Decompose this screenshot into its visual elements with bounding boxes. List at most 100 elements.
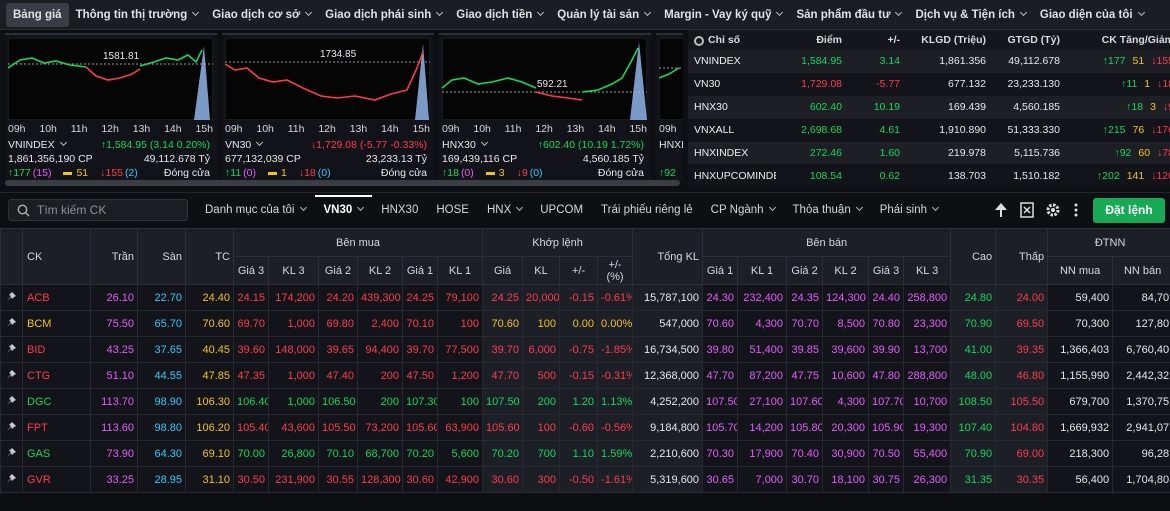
change-percent: 1.59% xyxy=(597,440,634,467)
pin-icon[interactable] xyxy=(7,369,16,379)
breadth: ↑215 76 ↓176 xyxy=(1064,118,1170,142)
pin-icon[interactable] xyxy=(7,291,16,301)
index-row[interactable]: VN30 1,729.08 -5.77 677.132 23,233.130 ↑11 1 ↓1… xyxy=(688,72,1170,96)
nav-item[interactable]: Quản lý tài sản xyxy=(550,3,657,27)
column-header: Cao xyxy=(950,228,997,285)
foreign-sell: 1,704,80 xyxy=(1112,466,1170,493)
search-icon xyxy=(17,204,30,217)
decliners: ↓155 xyxy=(100,167,123,179)
ask-price-2: 47.75 xyxy=(786,362,824,389)
ask-price-1: 105.70 xyxy=(702,414,739,441)
change: -0.50 xyxy=(559,466,599,493)
more-icon[interactable] xyxy=(1072,202,1080,218)
time-label: 13h xyxy=(132,123,151,135)
ceiling: 113.70 xyxy=(90,388,138,415)
order-button[interactable]: Đặt lệnh xyxy=(1093,198,1165,223)
tab[interactable]: HNX xyxy=(478,195,531,225)
tool-icons xyxy=(994,202,1080,218)
pin-icon[interactable] xyxy=(7,317,16,327)
stock-row[interactable]: BID 43.25 37.65 40.45 39.60 148,000 39.65 94,40… xyxy=(0,336,1170,363)
tab[interactable]: VN30 xyxy=(314,195,373,225)
bid-price-1: 70.10 xyxy=(402,310,438,337)
reference: 47.85 xyxy=(185,362,234,389)
pin-icon[interactable] xyxy=(7,421,16,431)
nav-item[interactable]: Giao dịch phái sinh xyxy=(318,3,449,27)
pin-icon[interactable] xyxy=(7,473,16,483)
scroll-top-icon[interactable] xyxy=(994,202,1008,218)
match-volume: 700 xyxy=(522,440,561,467)
stock-row[interactable]: GVR 33.25 28.95 31.10 30.50 231,900 30.55 128,3… xyxy=(0,466,1170,493)
ask-volume-1: 27,100 xyxy=(737,388,788,415)
bid-price-3: 24.15 xyxy=(233,284,269,311)
stock-row[interactable]: GAS 73.90 64.30 69.10 70.00 26,800 70.10 68,700… xyxy=(0,440,1170,467)
bid-volume-3: 231,900 xyxy=(268,466,319,493)
nav-item[interactable]: Giao diện của tôi xyxy=(1033,3,1151,27)
time-label: 12h xyxy=(318,123,336,135)
high: 70.90 xyxy=(950,440,997,467)
total-volume: 16,734,500 xyxy=(632,336,704,363)
index-value: 4,560.185 Tỷ xyxy=(582,153,644,165)
foreign-sell: 127,80 xyxy=(1112,310,1170,337)
search-box[interactable]: Tìm kiếm CK xyxy=(8,199,188,221)
column-header: KL 2 xyxy=(357,256,403,285)
tab[interactable]: Trái phiếu riêng lẻ xyxy=(601,204,693,216)
nav-item[interactable]: Giao dịch cơ sở xyxy=(205,3,318,27)
reference: 106.20 xyxy=(185,414,234,441)
pin-shape xyxy=(7,447,16,457)
pin-icon[interactable] xyxy=(7,447,16,457)
pin-icon[interactable] xyxy=(7,343,16,353)
index-change: ↑1,584.95 (3.14 0.20%) xyxy=(100,139,210,151)
tab[interactable]: HNX30 xyxy=(381,204,419,216)
column-header: Giá xyxy=(482,256,524,285)
index-row[interactable]: HNXUPCOMINDE 108.54 0.62 138.703 1,510.182 ↑2… xyxy=(688,164,1170,188)
sparkline: 1734.85 xyxy=(225,38,430,120)
bid-volume-2: 73,200 xyxy=(357,414,403,441)
index-name: HNX30 xyxy=(442,139,487,151)
stock-row[interactable]: DGC 113.70 98.90 106.30 106.40 1,000 106.50 200… xyxy=(0,388,1170,415)
stock-row[interactable]: ACB 26.10 22.70 24.40 24.15 174,200 24.20 439,3… xyxy=(0,284,1170,311)
excel-icon[interactable] xyxy=(1020,202,1034,218)
unchanged: 3 xyxy=(486,167,505,179)
pin-cell xyxy=(0,362,23,389)
tab[interactable]: UPCOM xyxy=(540,204,584,216)
change: -0.60 xyxy=(559,414,599,441)
bid-volume-3: 1,000 xyxy=(268,310,319,337)
tab[interactable]: Phái sinh xyxy=(871,195,947,225)
nav-item[interactable]: Thông tin thị trường xyxy=(69,3,206,27)
settings-icon[interactable] xyxy=(1046,202,1060,218)
card-row: HNXI xyxy=(659,139,683,151)
tab[interactable]: Thỏa thuận xyxy=(784,195,871,225)
stock-row[interactable]: FPT 113.60 98.80 106.20 105.40 43,600 105.50 73… xyxy=(0,414,1170,441)
nav-item[interactable]: Sản phẩm đầu tư xyxy=(789,3,908,27)
session-status: Đóng cửa xyxy=(163,167,210,179)
scrollbar[interactable] xyxy=(5,180,680,186)
index-row[interactable]: VNXALL 2,698.68 4.61 1,910.890 51,333.330 ↑21… xyxy=(688,118,1170,142)
pin-icon[interactable] xyxy=(7,395,16,405)
column-header: KL 1 xyxy=(737,256,788,285)
index-row[interactable]: HNXINDEX 272.46 1.60 219.978 5,115.736 ↑92 60 ↓… xyxy=(688,141,1170,165)
floor: 22.70 xyxy=(137,284,186,311)
index-card[interactable]: 592.21 09h 10h 11h 12h 13h 14h 15h HNX30 ↑602.40 … xyxy=(439,33,651,181)
index-name: HNX30 xyxy=(688,95,776,119)
nav-item[interactable]: Dịch vụ & Tiện ích xyxy=(908,3,1032,27)
tab[interactable]: HOSE xyxy=(436,204,469,216)
time-label: 11h xyxy=(504,123,522,135)
index-name: VNINDEX xyxy=(688,50,776,73)
stock-row[interactable]: CTG 51.10 44.55 47.85 47.35 1,000 47.40 200 47.5… xyxy=(0,362,1170,389)
bid-volume-3: 26,800 xyxy=(268,440,319,467)
index-card[interactable]: 1581.81 09h 10h 11h 12h 13h 14h 15h VNINDEX ↑1,58… xyxy=(5,33,217,181)
tab[interactable]: Danh mục của tôi xyxy=(196,195,315,225)
column-header: +/- xyxy=(559,256,599,285)
tab[interactable]: CP Ngành xyxy=(702,195,784,225)
nav-item[interactable]: Bảng giá xyxy=(6,2,69,27)
index-row[interactable]: VNINDEX 1,584.95 3.14 1,861.356 49,112.678 ↑1… xyxy=(688,50,1170,73)
nav-item[interactable]: Margin - Vay ký quỹ xyxy=(657,3,789,27)
index-value: 4,560.185 xyxy=(990,95,1064,119)
ask-price-1: 30.65 xyxy=(702,466,739,493)
pin-shape xyxy=(7,343,16,353)
stock-row[interactable]: BCM 75.50 65.70 70.60 69.70 1,000 69.80 2,400 70… xyxy=(0,310,1170,337)
index-card[interactable]: 09h HNXI ↑92 xyxy=(656,33,683,181)
nav-item[interactable]: Giao dịch tiền xyxy=(449,3,550,27)
index-card[interactable]: 1734.85 09h 10h 11h 12h 13h 14h 15h VN30 ↓1,729.0… xyxy=(222,33,434,181)
